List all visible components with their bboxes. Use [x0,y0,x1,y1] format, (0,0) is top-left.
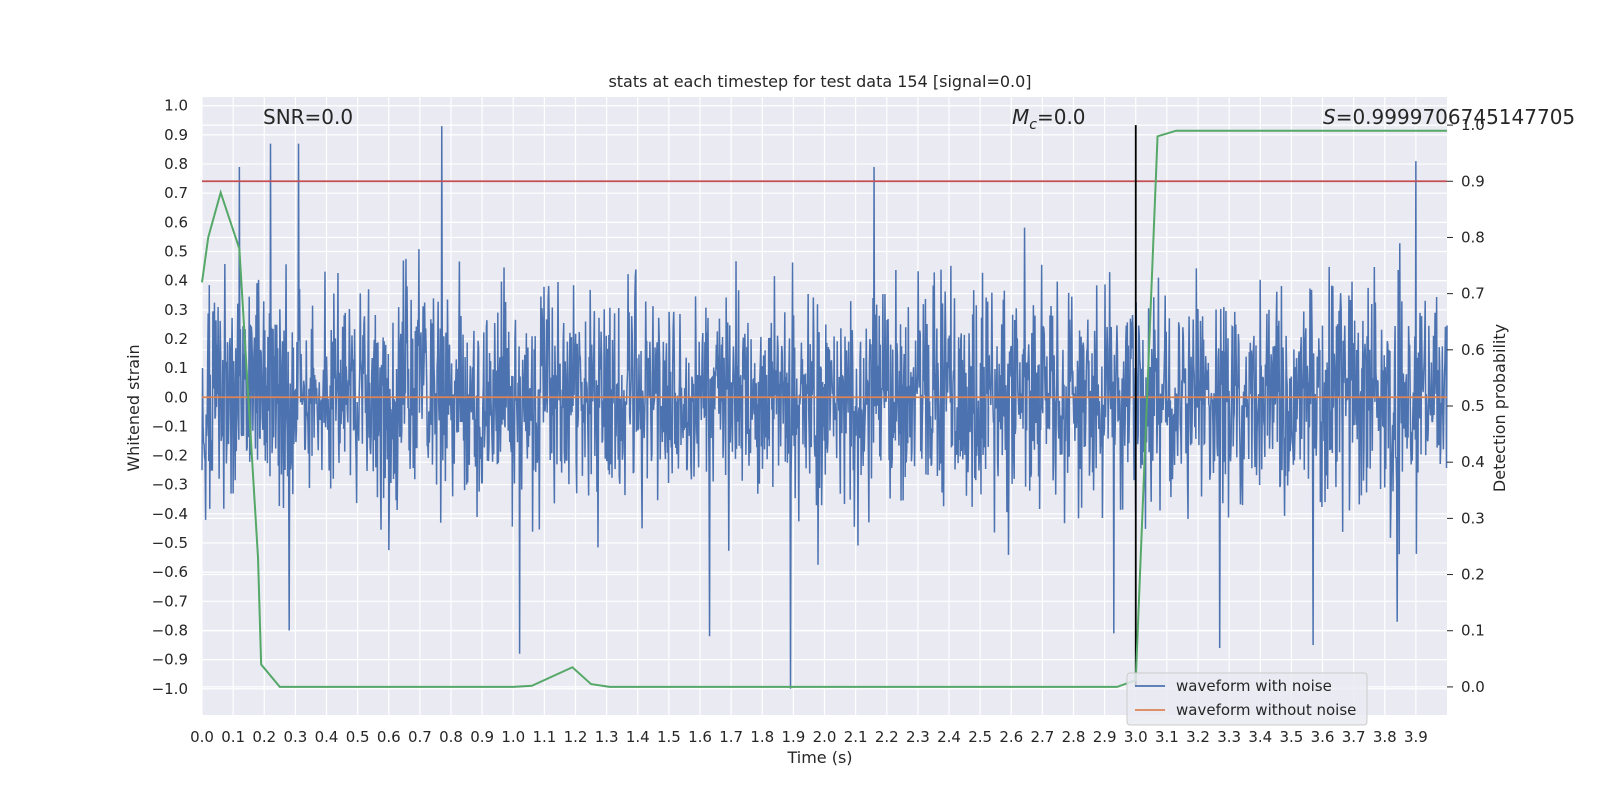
x-tick-label: 1.9 [781,728,805,746]
x-tick-label: 2.2 [875,728,899,746]
mc-symbol: M [1012,105,1029,129]
snr-annotation: SNR=0.0 [263,105,353,129]
x-tick-label: 2.1 [844,728,868,746]
y-tick-label: 0.0 [164,388,188,406]
y-tick-label: 0.7 [164,184,188,202]
x-tick-label: 3.3 [1217,728,1241,746]
y2-tick-label: 0.3 [1461,509,1485,527]
legend-box [1126,672,1368,726]
x-tick-label: 1.7 [719,728,743,746]
x-tick-label: 1.0 [501,728,525,746]
x-tick-label: 2.5 [968,728,992,746]
y-tick-label: 0.5 [164,243,188,261]
x-tick-label: 1.8 [750,728,774,746]
x-tick-label: 0.5 [346,728,370,746]
x-tick-label: 3.7 [1342,728,1366,746]
y2-tick-label: 0.8 [1461,228,1485,246]
y2-tick-label: 0.6 [1461,341,1485,359]
y2-tick-label: 0.5 [1461,397,1485,415]
x-tick-label: 2.0 [813,728,837,746]
waveform-with-noise-line [201,126,1448,689]
x-tick-label: 3.5 [1279,728,1303,746]
x-tick-label: 0.1 [221,728,245,746]
x-tick-label: 2.6 [999,728,1023,746]
y-tick-label: −0.7 [152,592,188,610]
chart-title: stats at each timestep for test data 154… [608,72,1031,91]
x-tick-label: 2.4 [937,728,961,746]
y-tick-label: 0.3 [164,301,188,319]
y-tick-label: 0.8 [164,155,188,173]
x-tick-label: 1.1 [532,728,556,746]
s-annotation: S=0.9999706745147705 [1323,105,1575,129]
x-tick-label: 3.4 [1248,728,1272,746]
y-tick-label: −0.2 [152,447,188,465]
legend-label-clean: waveform without noise [1176,701,1356,719]
legend: waveform with noise waveform without noi… [1126,672,1368,726]
x-tick-label: 0.2 [252,728,276,746]
s-symbol: S [1323,105,1336,129]
y-tick-label: 0.1 [164,359,188,377]
x-tick-label: 3.9 [1404,728,1428,746]
y2-axis-label: Detection probability [1490,324,1509,492]
x-tick-label: 3.2 [1186,728,1210,746]
y-tick-label: −0.8 [152,621,188,639]
y-tick-label: −0.6 [152,563,188,581]
x-tick-label: 3.6 [1311,728,1335,746]
mc-value: =0.0 [1037,105,1086,129]
x-tick-label: 2.9 [1093,728,1117,746]
y-tick-label: 1.0 [164,97,188,115]
y2-tick-label: 0.0 [1461,678,1485,696]
y2-tick-label: 0.7 [1461,285,1485,303]
overlay-lines [201,125,1448,688]
x-tick-label: 2.8 [1062,728,1086,746]
mc-subscript: c [1029,117,1037,133]
x-tick-label: 0.6 [377,728,401,746]
x-tick-label: 2.7 [1030,728,1054,746]
y-axis-label: Whitened strain [124,344,143,471]
y2-tick-label: 0.4 [1461,453,1485,471]
x-tick-label: 3.1 [1155,728,1179,746]
y-tick-label: −1.0 [152,680,188,698]
y2-tick-label: 0.2 [1461,566,1485,584]
y-tick-label: −0.3 [152,476,188,494]
x-tick-label: 1.6 [688,728,712,746]
y-tick-label: −0.1 [152,417,188,435]
x-tick-label: 0.0 [190,728,214,746]
mc-annotation: Mc=0.0 [1012,105,1086,133]
x-tick-label: 3.0 [1124,728,1148,746]
y-tick-label: 0.4 [164,272,188,290]
x-tick-label: 3.8 [1373,728,1397,746]
x-tick-label: 1.5 [657,728,681,746]
x-tick-label: 0.4 [315,728,339,746]
legend-label-noise: waveform with noise [1176,677,1332,695]
x-axis-label: Time (s) [786,748,852,767]
x-tick-label: 0.3 [283,728,307,746]
x-tick-label: 1.3 [595,728,619,746]
y2-tick-label: 0.1 [1461,622,1485,640]
noise-waveform-path [201,126,1448,689]
x-tick-label: 1.2 [564,728,588,746]
x-tick-label: 1.4 [626,728,650,746]
y-tick-label: −0.4 [152,505,188,523]
s-value: =0.9999706745147705 [1336,105,1575,129]
y-tick-label: 0.6 [164,213,188,231]
y2-tick-label: 0.9 [1461,172,1485,190]
tick-labels: 0.0 0.1 0.2 0.3 0.4 0.5 0.6 0.7 0.8 0.9 1.0 1.1 1.2 1… [152,97,1485,746]
y-tick-label: −0.9 [152,651,188,669]
x-tick-label: 0.7 [408,728,432,746]
x-tick-label: 2.3 [906,728,930,746]
y-tick-label: 0.9 [164,126,188,144]
x-tick-label: 0.8 [439,728,463,746]
y2-tick-label: 1.0 [1461,116,1485,134]
y-tick-label: 0.2 [164,330,188,348]
x-tick-label: 0.9 [470,728,494,746]
y-tick-label: −0.5 [152,534,188,552]
